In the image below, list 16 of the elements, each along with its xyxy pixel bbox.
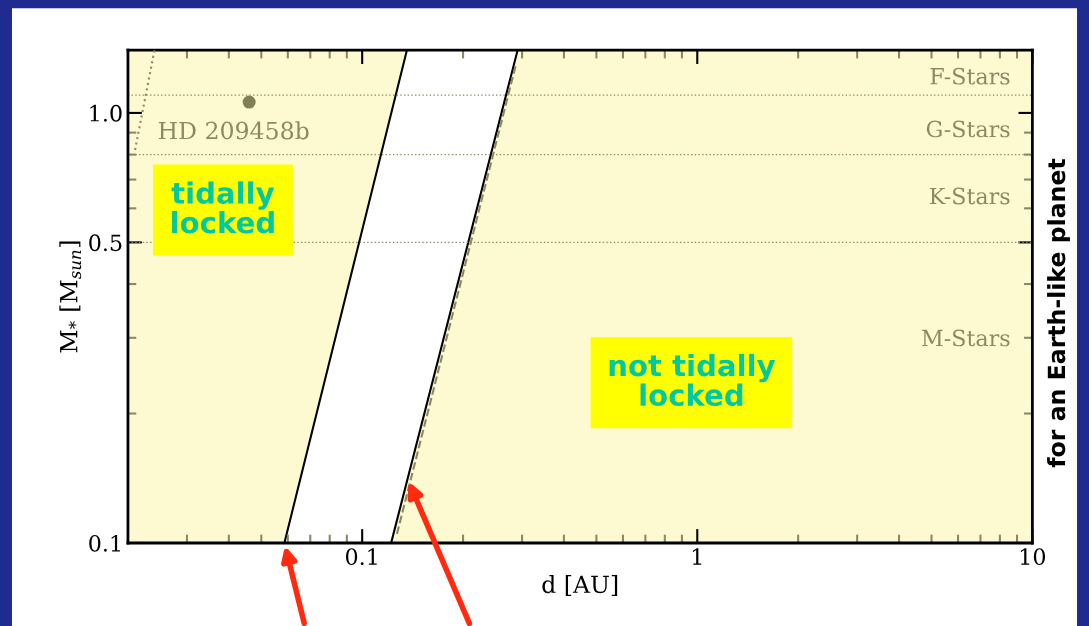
x-tick-label: 0.1 — [345, 548, 377, 566]
y-tick-label: 1.0 — [90, 104, 122, 122]
annotation: tidally locked — [171, 181, 275, 234]
x-tick-label: 1 — [692, 548, 702, 565]
x-tick-label: 10 — [1020, 548, 1046, 566]
annotation: F-Stars — [930, 67, 1010, 85]
annotation: G-Stars — [926, 120, 1010, 138]
annotation: K-Stars — [929, 187, 1010, 205]
y-tick-label: 0.5 — [89, 234, 122, 252]
annotation: not tidally locked — [609, 353, 776, 407]
x-axis-title: d [AU] — [542, 574, 618, 596]
y-axis-title: M$_{*}$ [M$_{sun}$] — [59, 241, 82, 353]
y-tick-label: 0.1 — [89, 534, 120, 552]
annotation: HD 209458b — [158, 121, 309, 140]
y2-axis-title: for an Earth-like planet — [1047, 158, 1070, 468]
annotation: M-Stars — [922, 329, 1010, 347]
